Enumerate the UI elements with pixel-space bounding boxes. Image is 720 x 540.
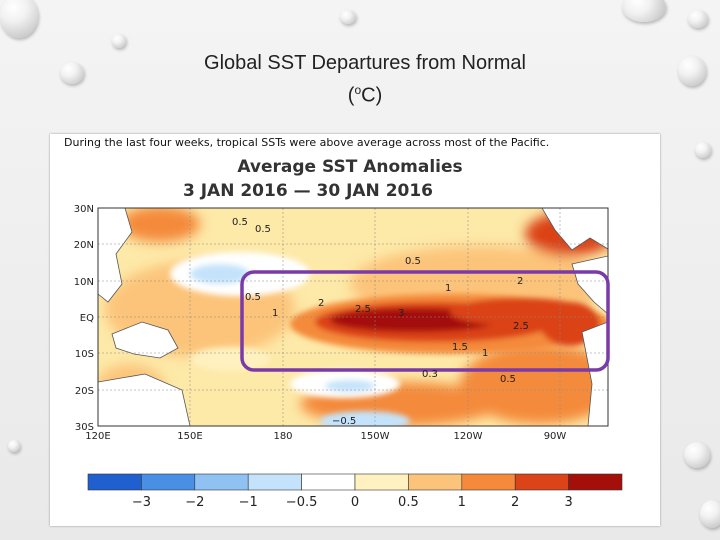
colorbar-swatch [87, 473, 142, 491]
contour-label: 1.5 [452, 342, 468, 353]
sst-anomaly-map: Average SST Anomalies 3 JAN 2016 — 30 JA… [74, 157, 623, 510]
x-tick-label: 120E [85, 431, 110, 442]
colorbar-tick-label: −1 [239, 495, 258, 510]
equatorial-pacific-highlight-box [240, 270, 610, 372]
colorbar-tick-label: 0.5 [398, 495, 419, 510]
slide-subtitle: During the last four weeks, tropical SST… [64, 136, 550, 149]
colorbar-tick-label: −0.5 [286, 495, 318, 510]
contour-label: 0.5 [405, 256, 421, 267]
colorbar-tick-label: 0 [351, 495, 359, 510]
contour-label: 2 [318, 298, 324, 309]
colorbar-swatch [514, 473, 569, 491]
contour-label: 3 [398, 308, 404, 319]
x-tick-label: 120W [454, 431, 483, 442]
colorbar-swatch [568, 473, 623, 491]
water-drop-decoration [622, 0, 666, 22]
title-unit: C) [361, 84, 383, 107]
y-tick-label: 30S [75, 422, 94, 433]
colorbar-swatch [354, 473, 409, 491]
chart-title: Average SST Anomalies [237, 157, 462, 177]
y-tick-label: 10N [74, 277, 94, 288]
y-tick-label: EQ [80, 313, 94, 324]
contour-label: 0.3 [422, 369, 438, 380]
chart-date-range: 3 JAN 2016 — 30 JAN 2016 [183, 181, 433, 201]
contour-label: 2 [517, 276, 523, 287]
slide-title-line2: (oC) [120, 77, 610, 110]
x-tick-label: 90W [544, 431, 567, 442]
colorbar-tick-label: 2 [511, 495, 519, 510]
water-drop-decoration [684, 442, 710, 468]
water-drop-decoration [8, 440, 20, 452]
contour-label: 1 [272, 308, 278, 319]
colorbar-swatch [247, 473, 302, 491]
colorbar-tick-label: −3 [132, 495, 151, 510]
water-drop-decoration [695, 142, 711, 158]
contour-label: 2.5 [355, 304, 371, 315]
contour-label: 0.5 [232, 217, 248, 228]
x-tick-label: 180 [273, 431, 292, 442]
colorbar-swatch [141, 473, 196, 491]
colorbar-labels: −3 −2 −1 −0.5 0 0.5 1 2 3 [132, 495, 573, 510]
water-drop-decoration [688, 10, 708, 28]
water-drop-decoration [60, 62, 84, 84]
colorbar-tick-label: −2 [185, 495, 204, 510]
x-tick-label: 150E [177, 431, 202, 442]
contour-label: 0.5 [245, 292, 261, 303]
colorbar-swatch [408, 473, 463, 491]
slide-title: Global SST Departures from Normal (oC) [120, 50, 610, 110]
contour-label: 1 [445, 283, 451, 294]
water-drop-decoration [678, 56, 706, 86]
y-tick-label: 10S [75, 349, 94, 360]
contour-label: 0.5 [500, 374, 516, 385]
water-drop-decoration [0, 0, 38, 38]
water-drop-decoration [340, 10, 356, 24]
x-tick-label: 150W [361, 431, 390, 442]
slide-title-line1: Global SST Departures from Normal [204, 52, 526, 74]
degree-symbol: o [354, 83, 362, 97]
title-paren-open: ( [347, 84, 355, 107]
anomaly-field [98, 208, 608, 426]
y-tick-label: 30N [74, 204, 94, 215]
y-tick-label: 20S [75, 386, 94, 397]
sst-anomaly-map-figure: Average SST Anomalies 3 JAN 2016 — 30 JA… [50, 134, 660, 526]
colorbar-tick-label: 3 [564, 495, 572, 510]
map-gridlines [98, 208, 608, 426]
water-drop-decoration [700, 500, 720, 528]
water-drop-decoration [112, 34, 126, 48]
contour-label: 0.5 [255, 224, 271, 235]
colorbar-swatch [301, 473, 356, 491]
colorbar [87, 473, 623, 491]
contour-label: −0.5 [332, 416, 356, 427]
contour-label: 2.5 [513, 321, 529, 332]
colorbar-swatch [194, 473, 249, 491]
contour-label: 1 [482, 348, 488, 359]
colorbar-tick-label: 1 [458, 495, 466, 510]
colorbar-swatch [461, 473, 516, 491]
y-tick-label: 20N [74, 240, 94, 251]
